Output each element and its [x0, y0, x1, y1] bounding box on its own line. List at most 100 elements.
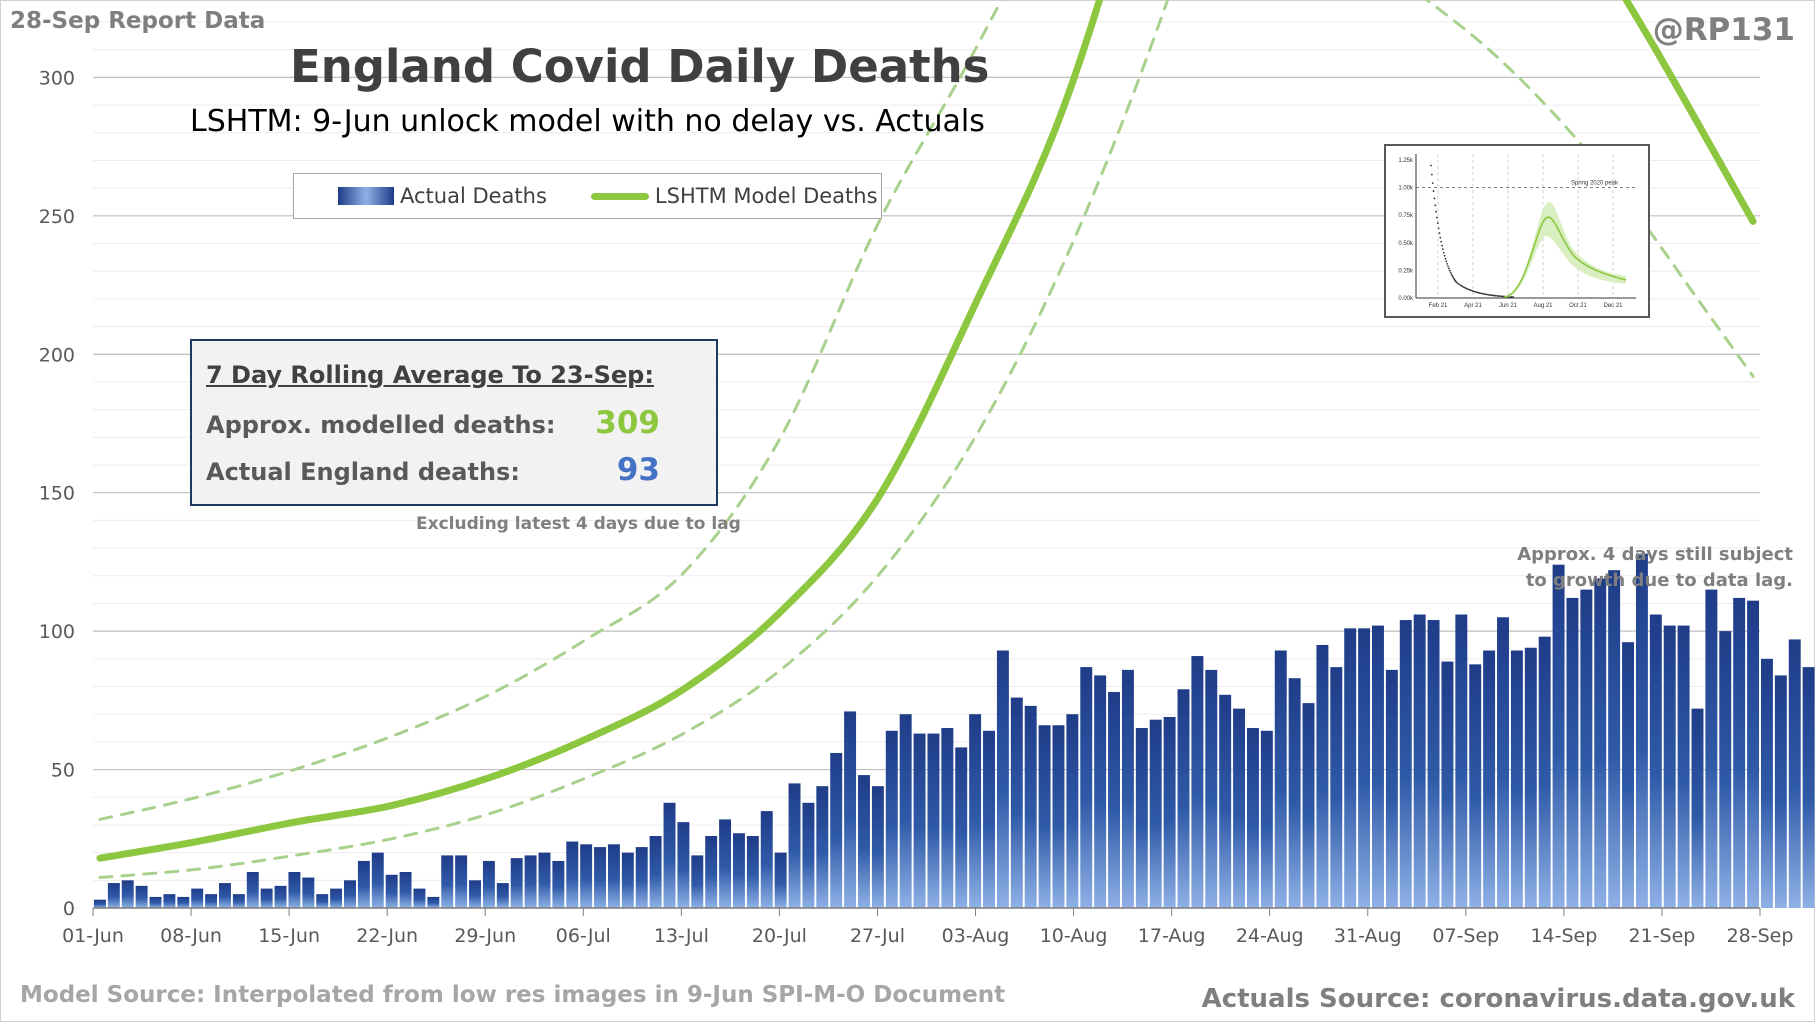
- inset-peak-label: Spring 2020 peak: [1571, 181, 1619, 187]
- actual-deaths-bar: [1566, 597, 1579, 908]
- stats-modelled-value: 309: [595, 405, 660, 441]
- inset-observed-point: [1490, 294, 1493, 297]
- x-tick-label: 29-Jun: [454, 925, 516, 947]
- actual-deaths-bar: [1080, 667, 1093, 908]
- y-tick-label: 50: [51, 760, 75, 782]
- actual-deaths-bar: [1205, 669, 1218, 908]
- actual-deaths-bar: [1066, 714, 1079, 908]
- actual-deaths-bar: [732, 833, 745, 908]
- actual-deaths-bar: [163, 894, 176, 908]
- actual-deaths-bar: [441, 855, 454, 908]
- chart-legend: Actual Deaths LSHTM Model Deaths: [293, 173, 882, 219]
- actual-deaths-bar: [1705, 589, 1718, 908]
- actual-deaths-bar: [677, 822, 690, 908]
- inset-observed-point: [1493, 294, 1496, 297]
- actual-deaths-bar: [357, 860, 370, 908]
- actual-deaths-bar: [1635, 553, 1648, 908]
- x-tick-label: 22-Jun: [356, 925, 418, 947]
- inset-observed-point: [1475, 291, 1478, 294]
- actual-deaths-bar: [1663, 625, 1676, 908]
- actual-deaths-bar: [1010, 697, 1023, 908]
- actual-deaths-bar: [177, 896, 190, 908]
- y-tick-label: 250: [39, 206, 75, 228]
- actual-deaths-bar: [510, 858, 523, 908]
- actual-deaths-bar: [705, 836, 718, 908]
- x-tick-label: 13-Jul: [654, 925, 709, 947]
- actual-deaths-bar: [1538, 636, 1551, 908]
- actual-deaths-bar: [135, 885, 148, 908]
- inset-observed-point: [1435, 210, 1437, 213]
- actuals-source-note: Actuals Source: coronavirus.data.gov.uk: [1201, 984, 1795, 1014]
- actual-deaths-bar: [316, 894, 329, 908]
- actual-deaths-bar: [344, 880, 356, 908]
- inset-model-chart: 1.25k 1.00k 0.75k 0.50k 0.25k 0.00k Feb 21 Apr …: [1384, 144, 1650, 318]
- actual-deaths-bar: [1302, 703, 1315, 908]
- inset-x-tick-label: Aug 21: [1533, 303, 1553, 309]
- inset-observed-point: [1467, 288, 1469, 291]
- inset-observed-point: [1446, 263, 1449, 265]
- actual-deaths-bar: [899, 714, 912, 908]
- author-handle: @RP131: [1652, 12, 1795, 48]
- actual-deaths-bar: [1372, 625, 1384, 908]
- actual-deaths-bar: [288, 872, 301, 908]
- inset-observed-point: [1455, 281, 1458, 284]
- actual-deaths-bar: [1802, 667, 1815, 908]
- actual-deaths-bar: [274, 885, 287, 908]
- actual-deaths-bar: [802, 802, 815, 908]
- inset-observed-point: [1445, 260, 1448, 263]
- actual-deaths-bar: [621, 852, 634, 908]
- actual-deaths-bar: [1455, 614, 1468, 908]
- inset-observed-point: [1440, 240, 1443, 243]
- inset-observed-point: [1500, 295, 1503, 298]
- actual-deaths-bar: [663, 802, 676, 908]
- inset-x-tick-label: Dec 21: [1603, 303, 1623, 309]
- actual-deaths-bar: [1052, 725, 1065, 908]
- actual-deaths-bar: [330, 888, 343, 908]
- inset-observed-point: [1430, 173, 1433, 176]
- actual-deaths-bar: [93, 899, 106, 908]
- actual-deaths-bar: [1149, 719, 1162, 908]
- actual-deaths-bar: [1552, 564, 1565, 908]
- y-tick-label: 300: [39, 67, 75, 89]
- actual-deaths-bar: [399, 872, 412, 908]
- actual-deaths-bar: [1788, 639, 1801, 908]
- actual-deaths-bar: [858, 775, 870, 908]
- stats-note: Excluding latest 4 days due to lag: [416, 514, 741, 534]
- actual-deaths-bar: [302, 877, 315, 908]
- actual-deaths-bar: [413, 888, 426, 908]
- inset-observed-point: [1453, 277, 1455, 280]
- y-tick-label: 200: [39, 344, 75, 366]
- inset-y-tick-label: 1.25k: [1398, 158, 1414, 164]
- x-tick-label: 07-Sep: [1432, 925, 1499, 947]
- actual-deaths-bar: [1385, 669, 1398, 908]
- inset-x-tick-label: Oct 21: [1569, 303, 1587, 309]
- actual-deaths-bar: [1108, 692, 1121, 908]
- x-axis-ticks: 01-Jun 08-Jun 15-Jun 22-Jun 29-Jun 06-Jul 13-J…: [62, 907, 1793, 947]
- lag-annotation-line1: Approx. 4 days still subject: [1517, 544, 1793, 565]
- chart-title: England Covid Daily Deaths: [290, 40, 990, 93]
- inset-observed-point: [1431, 182, 1434, 185]
- x-tick-label: 20-Jul: [752, 925, 807, 947]
- actual-deaths-bar: [1677, 625, 1690, 908]
- inset-y-tick-label: 1.00k: [1398, 186, 1414, 192]
- model-band-line: [98, 0, 1170, 880]
- inset-observed-point: [1477, 291, 1480, 294]
- inset-observed-point: [1449, 271, 1452, 274]
- x-tick-label: 08-Jun: [160, 925, 222, 947]
- inset-observed-point: [1443, 254, 1446, 257]
- actual-deaths-bar: [566, 841, 579, 908]
- inset-observed-point: [1433, 197, 1436, 200]
- actual-deaths-bar: [816, 786, 829, 908]
- inset-observed-point: [1512, 296, 1514, 298]
- actual-deaths-bar: [969, 714, 982, 908]
- inset-observed-point: [1436, 216, 1438, 219]
- actual-deaths-bar: [538, 852, 551, 908]
- actual-deaths-bar: [205, 894, 218, 908]
- stats-actual-value: 93: [616, 452, 660, 488]
- inset-observed-point: [1450, 273, 1453, 276]
- inset-observed-point: [1438, 232, 1441, 235]
- actual-deaths-bar: [760, 811, 773, 908]
- actual-deaths-bar: [1427, 620, 1440, 908]
- inset-observed-point: [1481, 292, 1484, 295]
